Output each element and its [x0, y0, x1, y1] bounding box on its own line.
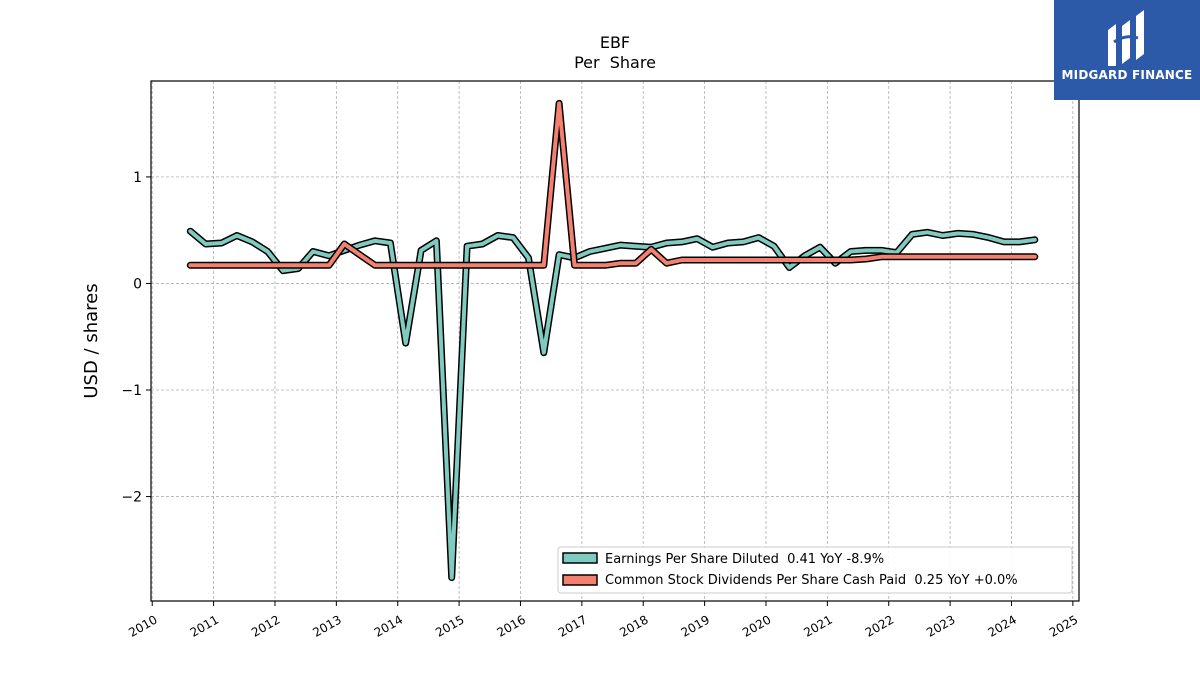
x-tick-label: 2011	[188, 612, 221, 639]
chart-subtitle: Per Share	[574, 53, 656, 72]
x-tick-label: 2010	[126, 612, 159, 639]
x-tick-label: 2013	[310, 612, 343, 639]
x-tick-label: 2024	[986, 612, 1019, 639]
y-axis-label: USD / shares	[81, 283, 102, 398]
x-tick-label: 2016	[495, 612, 528, 639]
x-tick-label: 2019	[679, 612, 712, 639]
x-tick-label: 2025	[1047, 612, 1080, 639]
y-tick-label: −1	[121, 383, 142, 399]
midgard-finance-logo: MIDGARD FINANCE	[1054, 0, 1200, 100]
x-tick-label: 2020	[740, 612, 773, 639]
logo-brand-text: MIDGARD FINANCE	[1061, 68, 1193, 82]
x-tick-label: 2017	[556, 612, 589, 639]
legend-box	[557, 546, 1073, 594]
legend-swatch-eps	[562, 552, 598, 564]
legend: Earnings Per Share Diluted 0.41 YoY -8.9…	[557, 546, 1073, 594]
grid-lines	[151, 81, 1079, 601]
series-line-dividends-per-share	[188, 101, 1037, 268]
logo-mark-icon	[1108, 10, 1144, 66]
series-line-eps-diluted	[188, 229, 1037, 580]
x-tick-label: 2021	[801, 612, 834, 639]
series-lines	[186, 99, 1039, 582]
plot-frame	[150, 80, 1080, 602]
x-tick-label: 2023	[924, 612, 957, 639]
chart-title: EBF	[600, 33, 630, 52]
y-tick-label: −2	[121, 490, 142, 506]
y-tick-label: 1	[133, 170, 142, 186]
x-tick-label: 2015	[433, 612, 466, 639]
x-tick-label: 2018	[617, 612, 650, 639]
x-tick-label: 2014	[372, 612, 405, 639]
legend-label-dividends: Common Stock Dividends Per Share Cash Pa…	[605, 573, 1018, 588]
legend-label-eps: Earnings Per Share Diluted 0.41 YoY -8.9…	[605, 552, 884, 567]
legend-swatch-dividends	[562, 574, 598, 586]
y-tick-label: 0	[133, 276, 142, 292]
x-tick-label: 2012	[249, 612, 282, 639]
x-tick-label: 2022	[863, 612, 896, 639]
